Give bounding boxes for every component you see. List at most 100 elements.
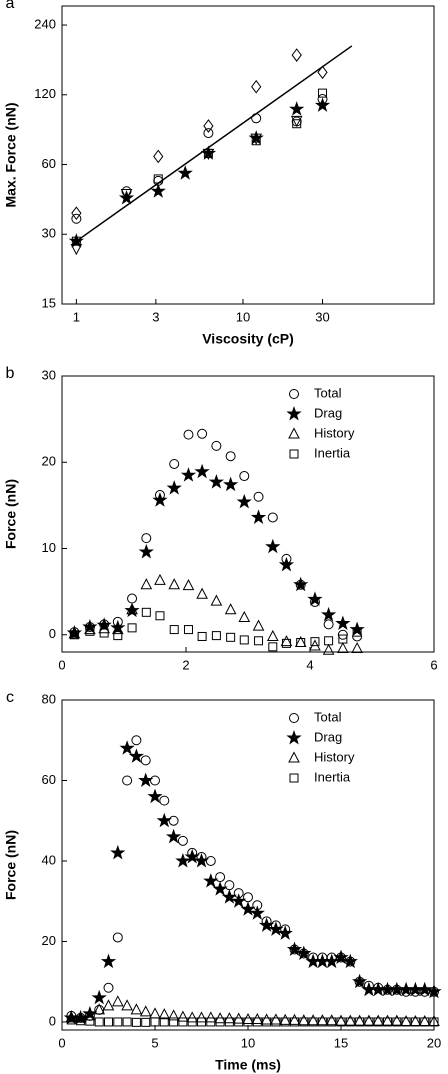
marker [141, 533, 152, 544]
legend-marker [288, 751, 300, 763]
marker [175, 852, 191, 868]
marker [76, 1016, 86, 1026]
legend-marker [289, 389, 299, 399]
marker [177, 1010, 189, 1022]
marker [82, 1005, 98, 1021]
marker [158, 1008, 171, 1020]
marker [335, 615, 351, 631]
plot-frame [61, 375, 435, 653]
marker [110, 619, 126, 635]
marker [265, 538, 281, 554]
marker [291, 116, 302, 127]
marker [280, 1017, 290, 1027]
marker [364, 1017, 374, 1027]
marker [297, 1014, 310, 1026]
legend-marker [286, 729, 302, 745]
marker [169, 625, 179, 635]
y-tick-label: 30 [42, 367, 56, 382]
marker [91, 989, 107, 1005]
x-tick-label: 15 [334, 1035, 348, 1050]
marker [429, 1017, 439, 1027]
marker [353, 1014, 366, 1026]
marker [194, 463, 210, 479]
marker [308, 1017, 318, 1027]
marker [113, 631, 123, 641]
marker [342, 953, 358, 969]
marker [180, 467, 197, 482]
y-tick-label: 120 [34, 86, 56, 101]
marker [203, 128, 214, 139]
marker [203, 148, 213, 158]
x-tick-label: 10 [241, 1035, 255, 1050]
marker [293, 576, 309, 592]
marker [152, 492, 168, 507]
marker [296, 638, 306, 648]
y-axis-title: Force (nN) [3, 830, 19, 900]
y-tick-label: 80 [42, 691, 56, 706]
marker [130, 1003, 143, 1015]
marker [310, 637, 320, 647]
marker [98, 622, 110, 634]
marker [260, 1013, 273, 1025]
marker [111, 995, 124, 1007]
marker [381, 1014, 394, 1026]
legend-label: Total [314, 385, 342, 400]
x-tick-label: 10 [236, 309, 250, 324]
x-tick-label: 5 [151, 1035, 158, 1050]
marker [323, 619, 334, 630]
legend-marker [288, 427, 300, 439]
plot-frame [61, 699, 435, 1031]
marker [177, 165, 193, 180]
marker [156, 812, 172, 828]
marker [289, 101, 305, 116]
marker [69, 630, 79, 640]
marker [193, 852, 210, 868]
marker [112, 932, 123, 943]
marker [141, 607, 151, 617]
marker [149, 1007, 161, 1019]
marker [251, 1012, 264, 1025]
marker [215, 872, 226, 883]
marker [104, 1017, 113, 1027]
marker [267, 512, 278, 523]
legend-marker [289, 449, 299, 459]
marker [426, 983, 442, 999]
marker [271, 1017, 281, 1027]
marker [159, 795, 170, 806]
marker [211, 440, 222, 451]
marker [208, 474, 225, 489]
marker [314, 97, 331, 112]
marker [239, 471, 250, 482]
marker [320, 606, 337, 622]
marker [268, 642, 278, 652]
legend-label: History [314, 749, 355, 764]
marker [250, 509, 267, 524]
y-axis-title: Force (nN) [3, 479, 19, 549]
marker [197, 428, 208, 439]
marker [383, 1017, 392, 1027]
marker [281, 638, 291, 648]
marker [65, 1011, 78, 1023]
marker [338, 634, 348, 644]
marker [196, 587, 208, 599]
marker [139, 1005, 152, 1017]
marker [390, 1014, 403, 1026]
y-tick-label: 40 [42, 852, 56, 867]
marker [337, 641, 349, 654]
marker [124, 602, 140, 618]
marker [66, 624, 83, 640]
y-tick-label: 60 [42, 772, 56, 787]
x-tick-label: 6 [430, 657, 437, 672]
marker [197, 1017, 206, 1027]
marker [183, 429, 194, 440]
marker [318, 88, 328, 98]
y-tick-label: 240 [34, 16, 56, 31]
marker [195, 1011, 208, 1023]
marker [224, 603, 237, 615]
marker [234, 1017, 244, 1027]
marker [71, 236, 81, 246]
marker [211, 631, 221, 641]
marker [121, 999, 133, 1011]
marker [147, 788, 163, 804]
marker [270, 1013, 282, 1025]
